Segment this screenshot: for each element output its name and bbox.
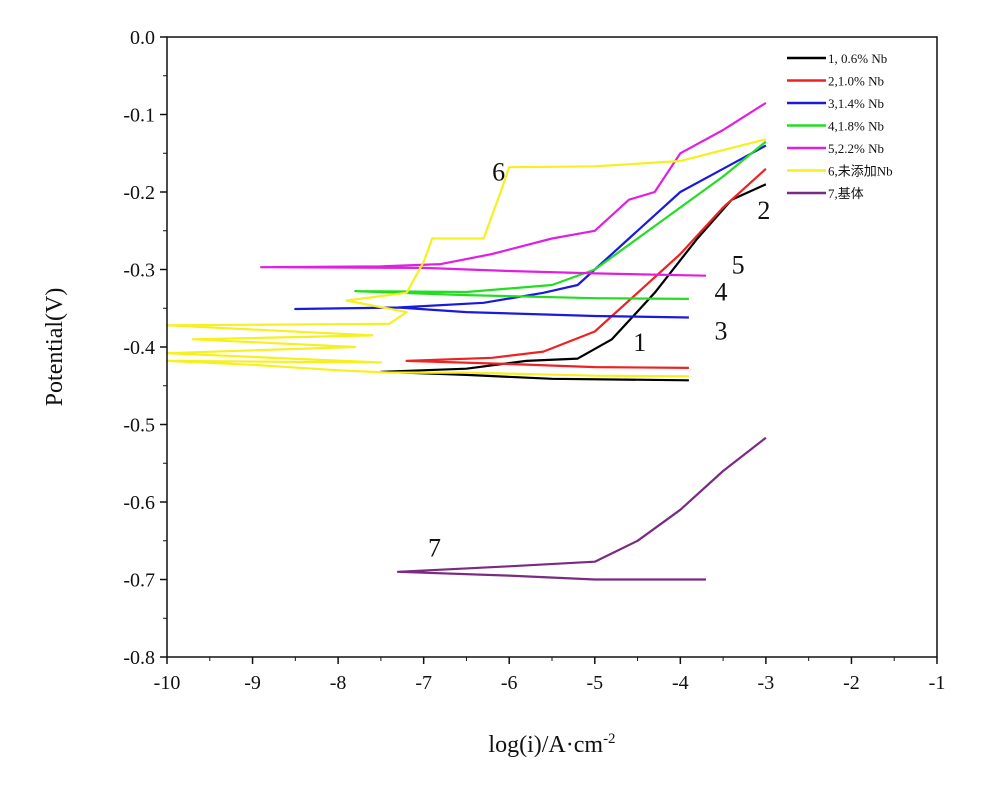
x-tick-label: -4: [672, 672, 689, 694]
x-tick-label: -7: [415, 672, 432, 694]
series-line-7: [396, 436, 767, 581]
legend-label: 4,1.8% Nb: [828, 119, 884, 134]
curve-label: 5: [732, 250, 745, 279]
y-tick-label: 0.0: [130, 27, 155, 49]
y-tick-label: -0.4: [123, 337, 155, 359]
legend-label: 5,2.2% Nb: [828, 141, 884, 156]
x-tick-label: -10: [154, 672, 181, 694]
y-tick-label: -0.8: [123, 647, 155, 669]
legend: 1, 0.6% Nb 2,1.0% Nb 3,1.4% Nb 4,1.8% Nb 5,2…: [787, 51, 893, 201]
legend-label: 2,1.0% Nb: [828, 74, 884, 89]
x-tick-label: -9: [244, 672, 261, 694]
x-axis-label-exponent: -2: [603, 731, 616, 747]
legend-label: 3,1.4% Nb: [828, 96, 884, 111]
series-line-4: [354, 140, 767, 300]
y-tick-label: -0.1: [123, 105, 155, 127]
x-axis-label: log(i)/A·cm-2: [488, 731, 615, 758]
x-axis-label-text: log(i)/A·cm: [488, 732, 603, 758]
legend-label: 1, 0.6% Nb: [828, 51, 887, 66]
curve-label: 6: [492, 157, 505, 186]
y-axis-label: Potential(V): [42, 288, 68, 407]
series-line-5: [260, 101, 767, 277]
y-tick-label: -0.6: [123, 492, 155, 514]
x-tick-label: -8: [330, 672, 347, 694]
curve-labels: 1 2 3 45 6 7: [428, 157, 770, 562]
curve-label: 3: [715, 316, 728, 345]
y-tick-label: -0.7: [123, 570, 155, 592]
curve-label: 2: [757, 196, 770, 225]
x-tick-label: -3: [758, 672, 775, 694]
x-tick-label: -5: [586, 672, 603, 694]
curve-label: 1: [633, 328, 646, 357]
series-line-2: [405, 167, 767, 369]
x-tick-label: -6: [501, 672, 518, 694]
y-tick-label: -0.3: [123, 260, 155, 282]
curve-label: 7: [428, 533, 441, 562]
series-line-1: [379, 183, 767, 382]
y-tick-label: -0.5: [123, 415, 155, 437]
curve-label: 4: [715, 278, 728, 307]
y-tick-label: -0.2: [123, 182, 155, 204]
y-axis: 0.0 -0.1 -0.2 -0.3 -0.4 -0.5 -0.6 -0.7 -0.8: [123, 27, 167, 669]
x-tick-label: -1: [929, 672, 946, 694]
x-tick-label: -2: [843, 672, 860, 694]
legend-label: 7,基体: [828, 186, 864, 201]
series-group: [165, 101, 767, 581]
legend-label: 6,未添加Nb: [828, 164, 893, 179]
x-axis: -10 -9 -8 -7 -6 -5 -4 -3 -2 -1: [154, 657, 946, 694]
series-line-3: [294, 144, 767, 319]
